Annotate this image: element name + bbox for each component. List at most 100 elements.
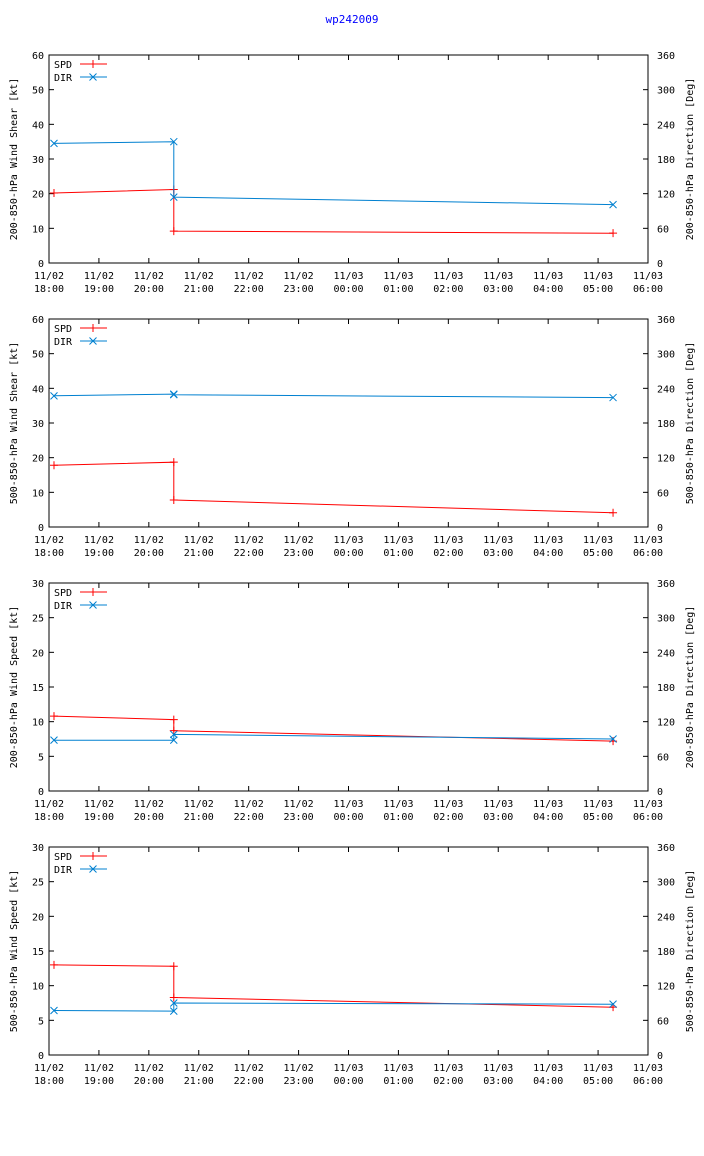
x-tick-date: 11/02	[34, 535, 64, 546]
x-tick-date: 11/03	[383, 535, 413, 546]
x-tick-date: 11/02	[34, 1063, 64, 1074]
y2-tick-label: 300	[657, 878, 675, 889]
x-tick-date: 11/03	[583, 1063, 613, 1074]
data-point-spd	[609, 229, 618, 238]
y2-tick-label: 300	[657, 350, 675, 361]
y-axis-label: 200-850-hPa Wind Shear [kt]	[9, 78, 20, 241]
x-tick-date: 11/03	[483, 799, 513, 810]
chart-panel-4: 05101520253006012018024030036011/0218:00…	[9, 843, 696, 1087]
x-tick-date: 11/02	[184, 271, 214, 282]
x-tick-time: 22:00	[234, 812, 264, 823]
x-tick-date: 11/03	[483, 271, 513, 282]
data-point-dir	[169, 736, 178, 745]
x-tick-time: 01:00	[383, 812, 413, 823]
data-point-spd	[49, 461, 58, 470]
y2-tick-label: 240	[657, 912, 675, 923]
legend-label-spd: SPD	[54, 60, 72, 71]
x-tick-date: 11/02	[134, 799, 164, 810]
y2-tick-label: 300	[657, 614, 675, 625]
x-tick-time: 03:00	[483, 284, 513, 295]
x-tick-date: 11/03	[433, 799, 463, 810]
x-tick-time: 21:00	[184, 284, 214, 295]
series-line-spd	[53, 964, 614, 1008]
y2-tick-label: 300	[657, 86, 675, 97]
x-tick-time: 01:00	[383, 1076, 413, 1087]
x-tick-date: 11/02	[134, 1063, 164, 1074]
x-tick-time: 02:00	[433, 1076, 463, 1087]
x-tick-date: 11/03	[633, 1063, 663, 1074]
y2-tick-label: 60	[657, 488, 669, 499]
data-point-dir	[169, 390, 178, 399]
x-tick-date: 11/02	[234, 271, 264, 282]
y-tick-label: 30	[32, 155, 44, 166]
series-line-dir	[53, 393, 614, 399]
figure-title: wp242009	[325, 13, 379, 26]
x-tick-time: 02:00	[433, 548, 463, 559]
x-tick-date: 11/03	[583, 271, 613, 282]
x-tick-time: 21:00	[184, 548, 214, 559]
x-tick-time: 22:00	[234, 1076, 264, 1087]
x-tick-date: 11/03	[333, 271, 363, 282]
x-tick-time: 23:00	[284, 1076, 314, 1087]
y-tick-label: 50	[32, 350, 44, 361]
x-tick-date: 11/03	[433, 1063, 463, 1074]
legend-marker-dir	[89, 337, 97, 345]
x-tick-date: 11/03	[483, 1063, 513, 1074]
x-tick-time: 03:00	[483, 812, 513, 823]
y2-tick-label: 60	[657, 224, 669, 235]
x-tick-time: 00:00	[333, 284, 363, 295]
x-tick-time: 06:00	[633, 812, 663, 823]
data-point-dir	[169, 730, 178, 739]
data-point-dir	[609, 735, 617, 743]
x-tick-time: 19:00	[84, 812, 114, 823]
legend-marker-spd	[89, 852, 97, 860]
legend-label-spd: SPD	[54, 588, 72, 599]
x-tick-date: 11/03	[383, 1063, 413, 1074]
y-tick-label: 0	[38, 523, 44, 534]
y2-axis-label: 200-850-hPa Direction [Deg]	[685, 78, 696, 241]
y2-axis-label: 500-850-hPa Direction [Deg]	[685, 342, 696, 505]
x-tick-date: 11/03	[333, 1063, 363, 1074]
data-point-dir	[169, 1007, 178, 1015]
x-tick-time: 20:00	[134, 1076, 164, 1087]
x-tick-time: 03:00	[483, 548, 513, 559]
plot-frame	[48, 318, 649, 528]
data-point-spd	[49, 960, 58, 969]
x-tick-time: 04:00	[533, 1076, 563, 1087]
x-tick-time: 23:00	[284, 284, 314, 295]
x-tick-time: 05:00	[583, 812, 613, 823]
legend-label-spd: SPD	[54, 324, 72, 335]
x-tick-time: 20:00	[134, 548, 164, 559]
x-tick-time: 05:00	[583, 1076, 613, 1087]
plot-frame	[48, 846, 649, 1056]
x-tick-date: 11/02	[84, 799, 114, 810]
data-point-dir	[50, 391, 58, 400]
y2-tick-label: 120	[657, 454, 675, 465]
x-tick-date: 11/02	[284, 799, 314, 810]
x-tick-time: 18:00	[34, 1076, 64, 1087]
series-line-spd	[53, 461, 614, 514]
x-tick-date: 11/03	[533, 535, 563, 546]
x-tick-date: 11/03	[333, 799, 363, 810]
x-tick-date: 11/03	[383, 271, 413, 282]
x-tick-date: 11/03	[533, 799, 563, 810]
y2-tick-label: 360	[657, 579, 675, 590]
y2-tick-label: 240	[657, 120, 675, 131]
legend-label-spd: SPD	[54, 852, 72, 863]
x-tick-time: 00:00	[333, 812, 363, 823]
y-tick-label: 30	[32, 419, 44, 430]
legend-label-dir: DIR	[54, 73, 73, 84]
data-point-dir	[50, 139, 58, 148]
x-tick-date: 11/03	[383, 799, 413, 810]
x-tick-time: 00:00	[333, 1076, 363, 1087]
y2-tick-label: 120	[657, 190, 675, 201]
y2-tick-label: 180	[657, 947, 675, 958]
x-tick-date: 11/02	[234, 535, 264, 546]
x-tick-date: 11/03	[433, 535, 463, 546]
x-tick-time: 23:00	[284, 548, 314, 559]
data-point-spd	[49, 188, 58, 197]
x-tick-time: 19:00	[84, 548, 114, 559]
data-point-dir	[609, 200, 617, 209]
data-point-dir	[169, 193, 178, 201]
series-line-dir	[53, 141, 614, 206]
